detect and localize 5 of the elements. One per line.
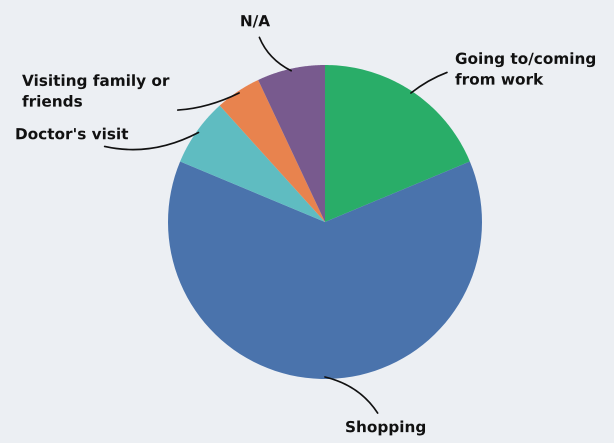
slice-label: Going to/coming from work (455, 52, 596, 85)
slice-label: Doctor's visit (16, 128, 128, 140)
slice-label: Visiting family or friends (22, 74, 170, 107)
slice-label: Shopping (346, 420, 426, 436)
slice-label: N/A (241, 15, 270, 28)
